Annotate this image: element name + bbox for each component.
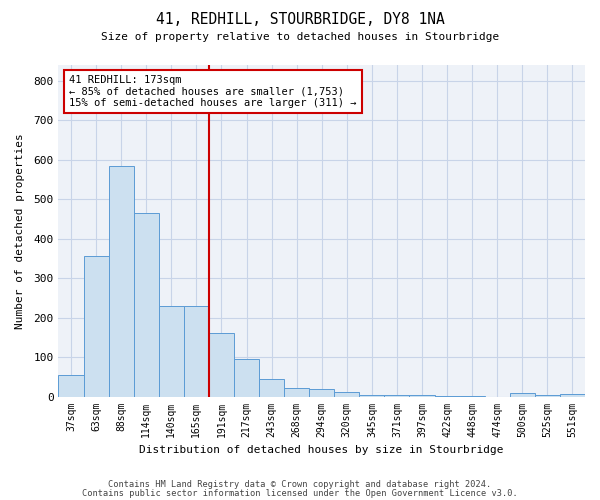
Bar bbox=[535, 395, 560, 396]
Bar bbox=[385, 395, 409, 396]
Text: 41 REDHILL: 173sqm
← 85% of detached houses are smaller (1,753)
15% of semi-deta: 41 REDHILL: 173sqm ← 85% of detached hou… bbox=[69, 75, 356, 108]
Bar bbox=[159, 306, 184, 396]
X-axis label: Distribution of detached houses by size in Stourbridge: Distribution of detached houses by size … bbox=[139, 445, 504, 455]
Text: 41, REDHILL, STOURBRIDGE, DY8 1NA: 41, REDHILL, STOURBRIDGE, DY8 1NA bbox=[155, 12, 445, 28]
Bar bbox=[109, 166, 134, 396]
Bar bbox=[259, 379, 284, 396]
Bar bbox=[309, 390, 334, 396]
Bar bbox=[284, 388, 309, 396]
Bar bbox=[359, 394, 385, 396]
Bar bbox=[234, 359, 259, 397]
Y-axis label: Number of detached properties: Number of detached properties bbox=[15, 133, 25, 328]
Text: Contains public sector information licensed under the Open Government Licence v3: Contains public sector information licen… bbox=[82, 488, 518, 498]
Bar bbox=[184, 306, 209, 396]
Text: Contains HM Land Registry data © Crown copyright and database right 2024.: Contains HM Land Registry data © Crown c… bbox=[109, 480, 491, 489]
Bar bbox=[560, 394, 585, 396]
Bar bbox=[58, 375, 83, 396]
Text: Size of property relative to detached houses in Stourbridge: Size of property relative to detached ho… bbox=[101, 32, 499, 42]
Bar bbox=[134, 213, 159, 396]
Bar bbox=[83, 256, 109, 396]
Bar bbox=[209, 334, 234, 396]
Bar bbox=[334, 392, 359, 396]
Bar bbox=[510, 393, 535, 396]
